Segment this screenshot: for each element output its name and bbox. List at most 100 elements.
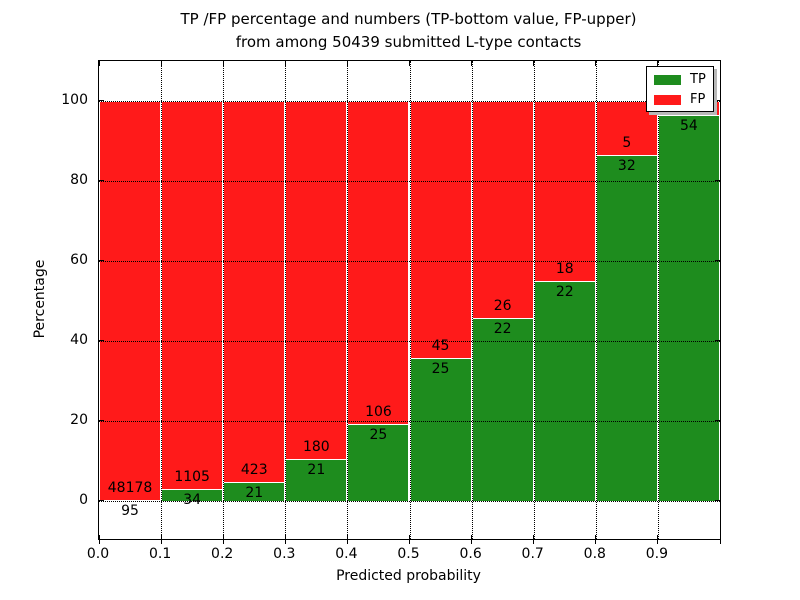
x-tickmark <box>160 535 162 544</box>
fp-count-label: 180 <box>302 439 330 456</box>
fp-count-label: 45 <box>431 337 450 354</box>
y-tickmark <box>99 420 104 422</box>
v-gridline <box>285 61 287 539</box>
x-tick-label: 0.3 <box>273 546 296 562</box>
bar-segment-fp <box>223 100 286 482</box>
legend-label-tp: TP <box>690 72 706 87</box>
x-tickmark <box>471 535 473 544</box>
bar-segment-fp <box>347 100 410 425</box>
x-tickmark <box>98 535 100 544</box>
chart-title: TP /FP percentage and numbers (TP-bottom… <box>98 8 719 54</box>
y-tickmark <box>99 500 104 502</box>
x-tickmark-top <box>284 61 286 66</box>
bar-segment-fp <box>161 100 224 489</box>
x-tick-label: 0.1 <box>148 546 172 562</box>
x-tick-label: 0.9 <box>645 546 669 562</box>
v-gridline <box>347 61 349 539</box>
bar-segment-tp <box>595 154 658 501</box>
fp-count-label: 5 <box>622 134 632 151</box>
tp-count-label: 34 <box>183 491 202 508</box>
bar-segment-tp <box>657 115 720 501</box>
y-tickmark-right <box>715 420 720 422</box>
y-tickmark-right <box>715 500 720 502</box>
tp-count-label: 32 <box>617 157 636 174</box>
legend-label-fp: FP <box>690 92 706 107</box>
x-tickmark-top <box>657 61 659 66</box>
x-tickmark-top <box>719 61 721 66</box>
bar-segment-tp <box>409 357 472 501</box>
fp-count-label: 423 <box>240 461 268 478</box>
v-gridline <box>223 61 225 539</box>
bar-segment-fp <box>285 100 348 460</box>
v-gridline <box>471 61 473 539</box>
legend-row-tp: TP <box>654 73 706 87</box>
tp-swatch-icon <box>654 75 681 85</box>
tp-count-label: 54 <box>680 118 698 135</box>
tp-count-label: 25 <box>369 427 388 444</box>
v-gridline <box>409 61 411 539</box>
fp-count-label: 26 <box>493 297 512 314</box>
x-tickmark-top <box>346 61 348 66</box>
x-tickmark <box>284 535 286 544</box>
fp-swatch-icon <box>654 95 681 105</box>
v-gridline <box>657 61 659 539</box>
x-tickmark-top <box>160 61 162 66</box>
bar-segment-fp <box>533 100 596 281</box>
bar-segment-tp <box>471 317 534 501</box>
fp-count-label: 18 <box>555 260 574 277</box>
y-tickmark-right <box>715 260 720 262</box>
x-tickmark <box>719 535 721 544</box>
y-axis-label-text: Percentage <box>32 259 48 339</box>
x-axis-label: Predicted probability <box>336 568 481 584</box>
y-tick-label: 80 <box>70 171 88 188</box>
tp-count-label: 25 <box>431 360 450 377</box>
bar-segment-fp <box>99 100 162 500</box>
tp-count-label: 22 <box>555 283 574 300</box>
y-tickmark-right <box>715 100 720 102</box>
x-tickmark <box>346 535 348 544</box>
x-tickmark <box>222 535 224 544</box>
legend-row-fp: FP <box>654 93 706 107</box>
x-tick-label: 0.6 <box>459 546 482 562</box>
y-tick-label: 20 <box>70 411 88 428</box>
fp-count-label: 1105 <box>174 468 210 485</box>
x-tick-label: 0.5 <box>397 546 420 562</box>
plot-area: 48178 95 1105 34 423 21 180 21 106 25 45 25 26 22 18 22… <box>98 60 721 544</box>
x-tickmark-top <box>533 61 535 66</box>
bar-segment-tp <box>347 424 410 501</box>
chart-title-line1: TP /FP percentage and numbers (TP-bottom… <box>180 10 637 28</box>
x-tickmark-top <box>98 61 100 66</box>
x-tick-label: 0.4 <box>335 546 358 562</box>
x-tick-label: 0.2 <box>211 546 234 562</box>
y-tickmark <box>99 340 104 342</box>
x-tickmark <box>657 535 659 544</box>
v-gridline <box>595 61 597 539</box>
y-tickmark-right <box>715 180 720 182</box>
tp-count-label: 21 <box>307 462 326 479</box>
x-tickmark-top <box>595 61 597 66</box>
bar-segment-fp <box>471 100 534 318</box>
v-gridline <box>161 61 163 539</box>
legend: TP FP <box>646 66 714 112</box>
y-tickmark-right <box>715 340 720 342</box>
x-tickmark <box>409 535 410 544</box>
bar-segment-tp <box>285 459 348 501</box>
tp-count-label: 21 <box>245 484 264 501</box>
y-tick-label: 40 <box>70 331 88 348</box>
bar-segment-fp <box>409 100 472 358</box>
x-tick-label: 0.8 <box>583 546 606 562</box>
fp-count-label: 48178 <box>107 479 153 496</box>
v-gridline <box>533 61 535 539</box>
x-tickmark <box>595 535 597 544</box>
y-tickmark <box>99 180 104 182</box>
x-tick-label: 0.0 <box>86 546 110 562</box>
chart-title-line2: from among 50439 submitted L-type contac… <box>235 33 582 51</box>
x-tick-label: 0.7 <box>521 546 544 562</box>
y-tick-label: 60 <box>70 251 88 268</box>
y-tickmark <box>99 260 104 262</box>
y-tick-label: 0 <box>79 491 88 508</box>
fp-count-label: 106 <box>365 404 392 421</box>
y-tick-label: 100 <box>61 91 88 108</box>
y-tickmark <box>99 100 104 102</box>
